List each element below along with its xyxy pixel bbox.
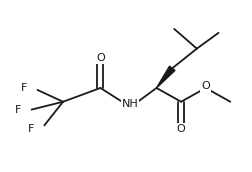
Text: O: O [201,81,209,91]
Text: O: O [96,53,104,63]
Polygon shape [156,66,174,88]
Text: F: F [28,124,34,134]
Text: NH: NH [121,99,138,109]
Text: F: F [15,105,22,115]
Text: F: F [21,83,27,93]
Text: O: O [176,124,185,134]
